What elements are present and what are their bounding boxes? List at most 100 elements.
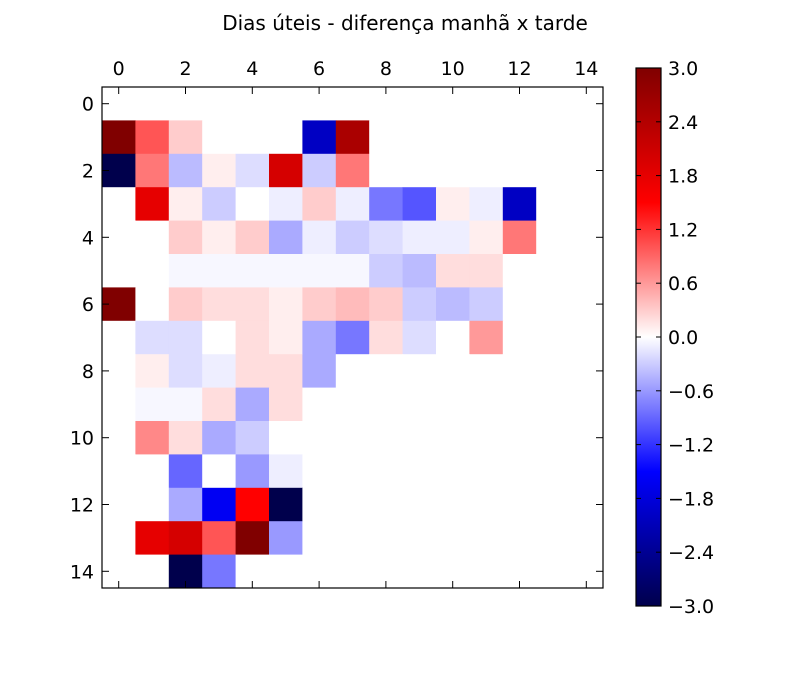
heatmap-cell	[135, 487, 170, 522]
heatmap-cell	[302, 320, 337, 355]
heatmap-cell	[235, 254, 270, 288]
x-tick-label: 8	[380, 58, 392, 80]
heatmap-cell	[135, 421, 170, 455]
heatmap-cell	[168, 421, 203, 455]
heatmap-cell	[269, 421, 303, 455]
heatmap-cell	[269, 120, 303, 155]
heatmap-cell	[436, 220, 470, 255]
heatmap-cell	[469, 554, 504, 589]
heatmap-cell	[102, 120, 136, 155]
heatmap-cell	[302, 454, 337, 489]
heatmap-cell	[402, 254, 437, 288]
heatmap-cell	[536, 187, 571, 222]
heatmap-cell	[135, 220, 170, 255]
heatmap-cell	[335, 153, 370, 188]
heatmap-cell	[536, 454, 571, 489]
heatmap-cell	[436, 187, 470, 222]
heatmap-cell	[235, 421, 270, 455]
heatmap-axes: 0 2 4 6 8 10 12 14 0 2 4 6 8 10 12 14	[70, 58, 603, 588]
heatmap-cell	[335, 421, 370, 455]
heatmap-cell	[502, 187, 537, 222]
heatmap-cell	[402, 87, 437, 121]
heatmap-cell	[302, 220, 337, 255]
y-tick-label: 6	[82, 294, 94, 316]
heatmap-cell	[302, 521, 337, 556]
colorbar-tick-label: 0.6	[668, 273, 698, 295]
heatmap-cell	[569, 187, 604, 222]
heatmap-cell	[135, 521, 170, 556]
heatmap-cell	[168, 187, 203, 222]
heatmap-cell	[569, 120, 604, 155]
heatmap-cell	[102, 187, 136, 222]
heatmap-cell	[369, 320, 404, 355]
heatmap-cell	[135, 387, 170, 422]
heatmap-cell	[202, 287, 237, 322]
heatmap-cell	[402, 421, 437, 455]
heatmap-cell	[402, 354, 437, 389]
heatmap-cell	[502, 120, 537, 155]
heatmap-cell	[335, 120, 370, 155]
heatmap-cell	[369, 287, 404, 322]
heatmap-cell	[202, 554, 237, 589]
heatmap-cell	[102, 521, 136, 556]
heatmap-cell	[135, 87, 170, 121]
heatmap-cell	[369, 220, 404, 255]
heatmap-cell	[235, 153, 270, 188]
heatmap-cell	[536, 87, 571, 121]
heatmap-cell	[302, 421, 337, 455]
heatmap-cell	[302, 187, 337, 222]
heatmap-cell	[235, 187, 270, 222]
heatmap-cell	[302, 120, 337, 155]
heatmap-cell	[135, 454, 170, 489]
heatmap-cell	[569, 521, 604, 556]
heatmap-cell	[202, 521, 237, 556]
heatmap-cell	[402, 120, 437, 155]
heatmap-cell	[135, 120, 170, 155]
heatmap-cell	[536, 320, 571, 355]
heatmap-cell	[402, 554, 437, 589]
heatmap-cell	[436, 354, 470, 389]
heatmap-cell	[202, 254, 237, 288]
heatmap-cell	[369, 387, 404, 422]
heatmap-cell	[469, 153, 504, 188]
heatmap-cell	[235, 287, 270, 322]
heatmap-cell	[402, 320, 437, 355]
heatmap-cell	[269, 487, 303, 522]
heatmap-cell	[202, 120, 237, 155]
heatmap-cell	[369, 421, 404, 455]
heatmap-cell	[235, 320, 270, 355]
heatmap-cell	[536, 287, 571, 322]
heatmap-cell	[335, 387, 370, 422]
heatmap-cell	[569, 387, 604, 422]
x-tick-label: 10	[441, 58, 465, 80]
heatmap-cell	[369, 487, 404, 522]
y-tick-label: 0	[82, 94, 94, 116]
heatmap-cell	[436, 120, 470, 155]
colorbar-tick-label: −1.8	[668, 488, 714, 510]
heatmap-cell	[436, 254, 470, 288]
heatmap-cell	[502, 421, 537, 455]
heatmap-cell	[569, 454, 604, 489]
heatmap-cell	[168, 454, 203, 489]
heatmap-cell	[335, 521, 370, 556]
heatmap-cell	[536, 421, 571, 455]
heatmap-cell	[202, 187, 237, 222]
heatmap-cell	[469, 320, 504, 355]
y-tick-label: 14	[70, 561, 94, 583]
heatmap-cell	[502, 487, 537, 522]
heatmap-cell	[369, 187, 404, 222]
colorbar-tick-label: −3.0	[668, 596, 714, 618]
heatmap-cell	[469, 287, 504, 322]
heatmap-cell	[502, 254, 537, 288]
heatmap-cell	[502, 354, 537, 389]
colorbar-tick-label: 1.2	[668, 219, 698, 241]
heatmap-cell	[269, 153, 303, 188]
heatmap-cell	[168, 254, 203, 288]
heatmap-cell	[269, 554, 303, 589]
heatmap-cell	[202, 153, 237, 188]
heatmap-cell	[269, 254, 303, 288]
heatmap-cell	[369, 454, 404, 489]
heatmap-cell	[469, 354, 504, 389]
heatmap-cell	[302, 287, 337, 322]
